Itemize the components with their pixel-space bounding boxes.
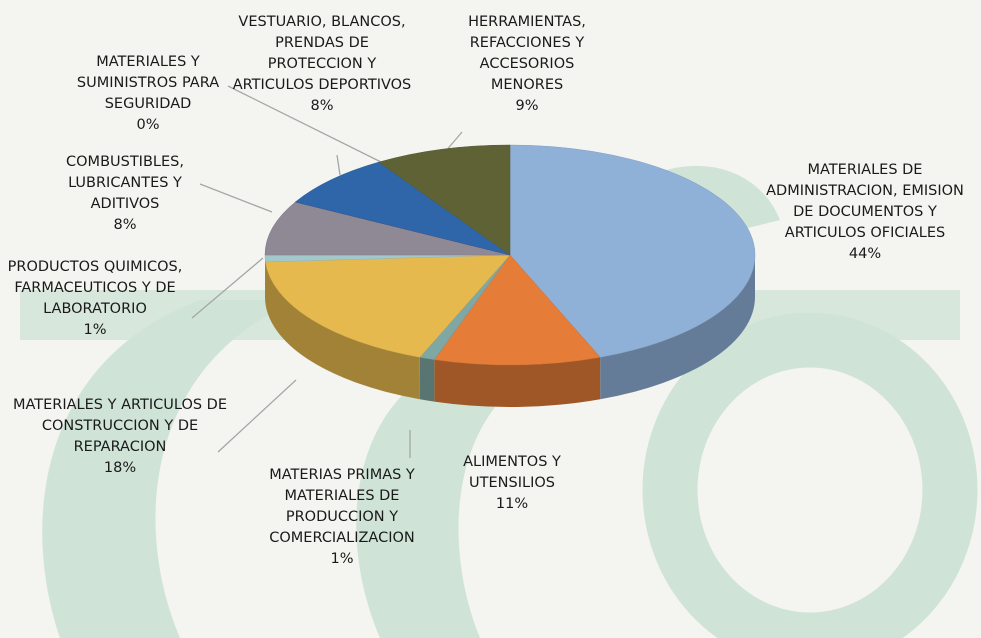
value-label: 1%	[83, 322, 107, 338]
data-label: VESTUARIO, BLANCOS, PRENDAS DE PROTECCIO…	[227, 12, 417, 117]
slice	[265, 254, 511, 358]
value-label: 8%	[310, 98, 334, 114]
data-label: HERRAMIENTAS, REFACCIONES Y ACCESORIOS M…	[442, 12, 612, 117]
slice-side	[265, 261, 420, 400]
category-label: MATERIALES Y SUMINISTROS PARA SEGURIDAD	[76, 54, 220, 112]
slice	[509, 144, 756, 358]
value-label: 1%	[330, 551, 354, 567]
data-label: ALIMENTOS Y UTENSILIOS 11%	[437, 452, 587, 515]
category-label: MATERIALES Y ARTICULOS DE CONSTRUCCION Y…	[12, 397, 228, 455]
value-label: 8%	[113, 217, 137, 233]
value-label: 18%	[103, 460, 137, 476]
slice-side	[419, 357, 435, 402]
data-label: MATERIALES Y SUMINISTROS PARA SEGURIDAD 0…	[48, 52, 248, 136]
data-label: PRODUCTOS QUIMICOS, FARMACEUTICOS Y DE L…	[0, 257, 193, 341]
slice	[378, 144, 511, 256]
value-label: 9%	[515, 98, 539, 114]
data-label: MATERIALES DE ADMINISTRACION, EMISION DE…	[763, 160, 968, 265]
leader-lines	[191, 85, 463, 458]
category-label: VESTUARIO, BLANCOS, PRENDAS DE PROTECCIO…	[232, 14, 412, 93]
slice	[294, 161, 511, 256]
data-label: COMBUSTIBLES, LUBRICANTES Y ADITIVOS 8%	[38, 152, 213, 236]
value-label: 44%	[848, 246, 882, 262]
category-label: HERRAMIENTAS, REFACCIONES Y ACCESORIOS M…	[468, 14, 586, 93]
slice-side	[600, 255, 755, 400]
pie-tops	[264, 144, 756, 366]
data-label: MATERIAS PRIMAS Y MATERIALES DE PRODUCCI…	[245, 465, 440, 570]
category-label: PRODUCTOS QUIMICOS, FARMACEUTICOS Y DE L…	[7, 259, 183, 317]
slice	[264, 201, 511, 256]
category-label: COMBUSTIBLES, LUBRICANTES Y ADITIVOS	[66, 154, 184, 212]
category-label: ALIMENTOS Y UTENSILIOS	[463, 454, 561, 491]
category-label: MATERIALES DE ADMINISTRACION, EMISION DE…	[766, 162, 964, 241]
slice	[433, 254, 601, 366]
data-label: MATERIALES Y ARTICULOS DE CONSTRUCCION Y…	[13, 395, 228, 479]
slice-side	[434, 357, 601, 407]
value-label: 11%	[495, 496, 529, 512]
pie-sides	[265, 255, 755, 407]
value-label: 0%	[136, 117, 160, 133]
category-label: MATERIAS PRIMAS Y MATERIALES DE PRODUCCI…	[269, 467, 415, 546]
